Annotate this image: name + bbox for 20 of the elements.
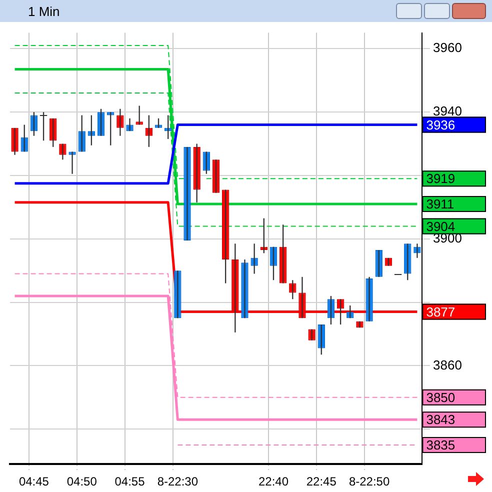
data-label: 3904 [426,218,456,234]
x-tick-label: 22:40 [258,474,289,489]
chart-title: 1 Min [28,4,60,18]
data-label: 3843 [426,412,456,428]
data-label: 3919 [426,171,456,186]
x-tick-label: 8-22:30 [157,474,198,489]
data-label: 3877 [426,304,456,320]
x-tick-label: 22:45 [306,474,337,489]
y-tick-label: 3960 [433,40,462,56]
y-tick-label: 3860 [433,357,462,372]
x-tick-label: 04:50 [66,474,98,489]
x-tick-label: 04:55 [114,474,146,489]
data-label: 3911 [426,196,454,212]
candlestick [68,152,76,174]
data-label: 3850 [426,390,456,405]
x-tick-label: 8-22:50 [348,474,390,489]
x-tick-label: 04:45 [18,474,50,489]
data-label: 3936 [426,117,456,132]
data-label: 3835 [426,438,456,453]
y-tick-label: 3940 [433,104,462,119]
